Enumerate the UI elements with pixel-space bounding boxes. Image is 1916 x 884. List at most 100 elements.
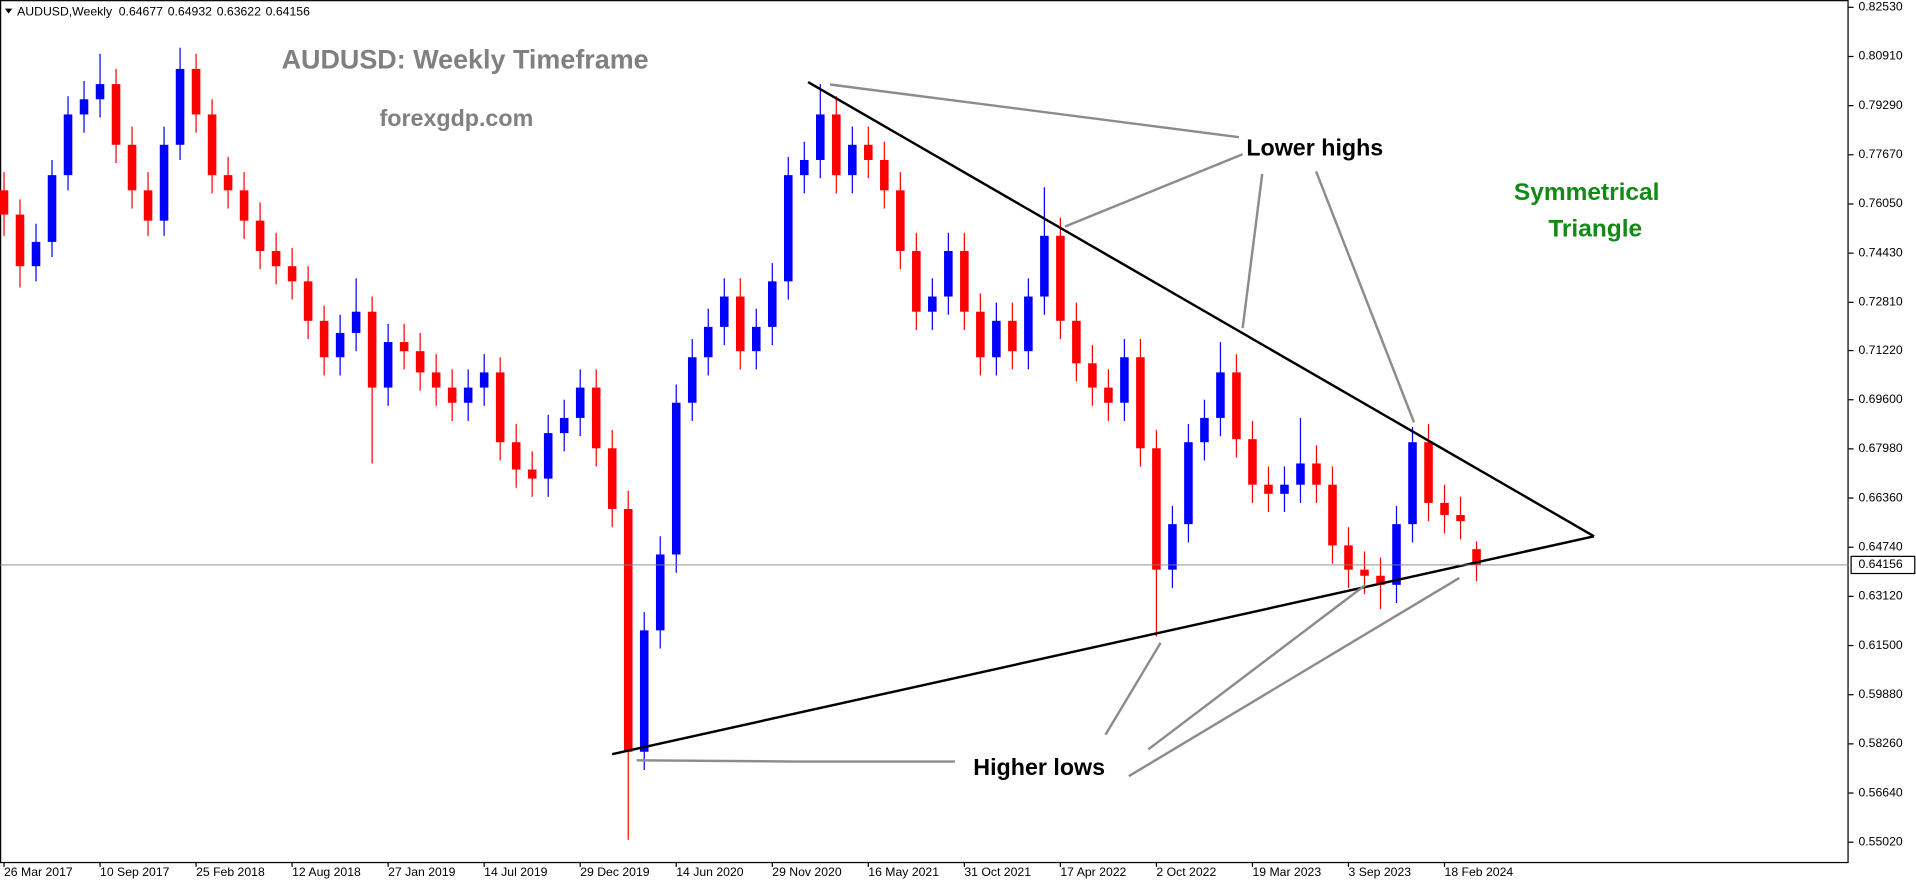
x-tick-label: 14 Jun 2020 [676,865,744,879]
pointer [829,83,1240,139]
candle-body [1376,575,1385,585]
annotation: Higher lows [973,754,1105,780]
candle-body [735,296,745,352]
candle-body [896,190,905,252]
candle-body [751,326,761,352]
x-tick-label: 26 Mar 2017 [4,865,73,879]
candle-body [655,554,665,631]
candle-body [1168,524,1177,570]
candle-body [1264,484,1273,494]
candle-body [559,417,569,434]
candle-body [479,372,489,388]
ohlc-close: 0.64156 [266,5,310,19]
candle-body [255,220,265,252]
y-tick-label: 0.72810 [1858,295,1902,309]
candle-body [1008,320,1017,352]
y-tick-label: 0.59880 [1858,687,1902,701]
y-tick-label: 0.69600 [1858,392,1902,406]
candle-body [1200,417,1209,443]
y-tick-label: 0.74430 [1858,245,1902,259]
candle-body [1120,357,1129,403]
candle-body [800,159,809,176]
candle-body [367,311,377,388]
ohlc-low: 0.63622 [217,5,261,19]
candle-body [47,175,57,242]
ohlc-open: 0.64677 [119,5,163,19]
candle-body [767,281,777,327]
pattern-label: Symmetrical [1514,179,1660,206]
y-tick-label: 0.80910 [1858,49,1902,63]
candle-body [175,68,185,145]
upper-trendline [807,81,1595,538]
candle-body [31,241,41,267]
ohlc-high: 0.64932 [168,5,212,19]
candle-body [1392,524,1401,585]
candle-body [1424,442,1433,503]
candle-body [1216,372,1225,418]
candle-body [431,372,441,388]
candle-body [1408,442,1417,525]
x-tick-label: 31 Oct 2021 [964,865,1031,879]
x-tick-label: 16 May 2021 [868,865,939,879]
candle-body [719,296,729,327]
candle-body [1296,463,1305,485]
x-tick-label: 19 Mar 2023 [1252,865,1321,879]
candle-body [79,99,89,115]
candle-body [15,214,25,267]
pointer [1104,642,1162,736]
y-tick-label: 0.56640 [1858,785,1902,799]
candle-body [1056,235,1065,321]
candle-body [960,251,969,312]
candle-body [816,114,825,160]
candle-body [575,387,585,418]
candle-body [159,144,169,221]
x-tick-label: 27 Jan 2019 [388,865,456,879]
candle-body [1184,442,1193,525]
annotation: Lower highs [1246,135,1383,161]
pointer [1147,584,1366,751]
candle-body [319,320,329,358]
candle-body [463,387,473,403]
candle-body [1344,545,1353,570]
lower-trendline [611,535,1595,756]
candle-body [1456,515,1465,522]
y-tick-label: 0.63120 [1858,589,1902,603]
candle-body [1072,320,1081,364]
plot-frame [0,0,1849,864]
y-tick-label: 0.76050 [1858,196,1902,210]
pointer [1241,173,1264,329]
candle-body [1024,296,1033,352]
y-tick-label: 0.79290 [1858,98,1902,112]
candle-body [239,190,249,221]
x-tick-label: 25 Feb 2018 [196,865,265,879]
candle-body [303,281,313,321]
candle-body [447,387,457,403]
candle-body [1040,235,1049,297]
candle-body [1136,357,1145,449]
x-tick-label: 29 Dec 2019 [580,865,650,879]
candle-body [783,175,793,282]
y-tick-label: 0.67980 [1858,441,1902,455]
menu-icon[interactable] [4,8,13,14]
y-tick-label: 0.58260 [1858,736,1902,750]
candle-body [1472,549,1481,565]
y-tick-label: 0.71220 [1858,343,1902,357]
candle-body [1440,502,1449,516]
price-label-box [1850,555,1916,575]
pointer [1064,153,1244,228]
candle-body [912,251,921,312]
candle-body [399,342,409,352]
pointer [1314,170,1416,423]
candle-body [639,630,649,752]
price-label: 0.64156 [1858,557,1902,571]
candle-body [287,266,297,282]
candle-body [1232,372,1241,440]
y-tick-label: 0.66360 [1858,490,1902,504]
candle-body [335,332,345,358]
candle-body [671,402,681,555]
candle-body [1248,439,1257,485]
candle-body [207,114,217,176]
candle-body [543,433,553,479]
x-tick-label: 14 Jul 2019 [484,865,547,879]
